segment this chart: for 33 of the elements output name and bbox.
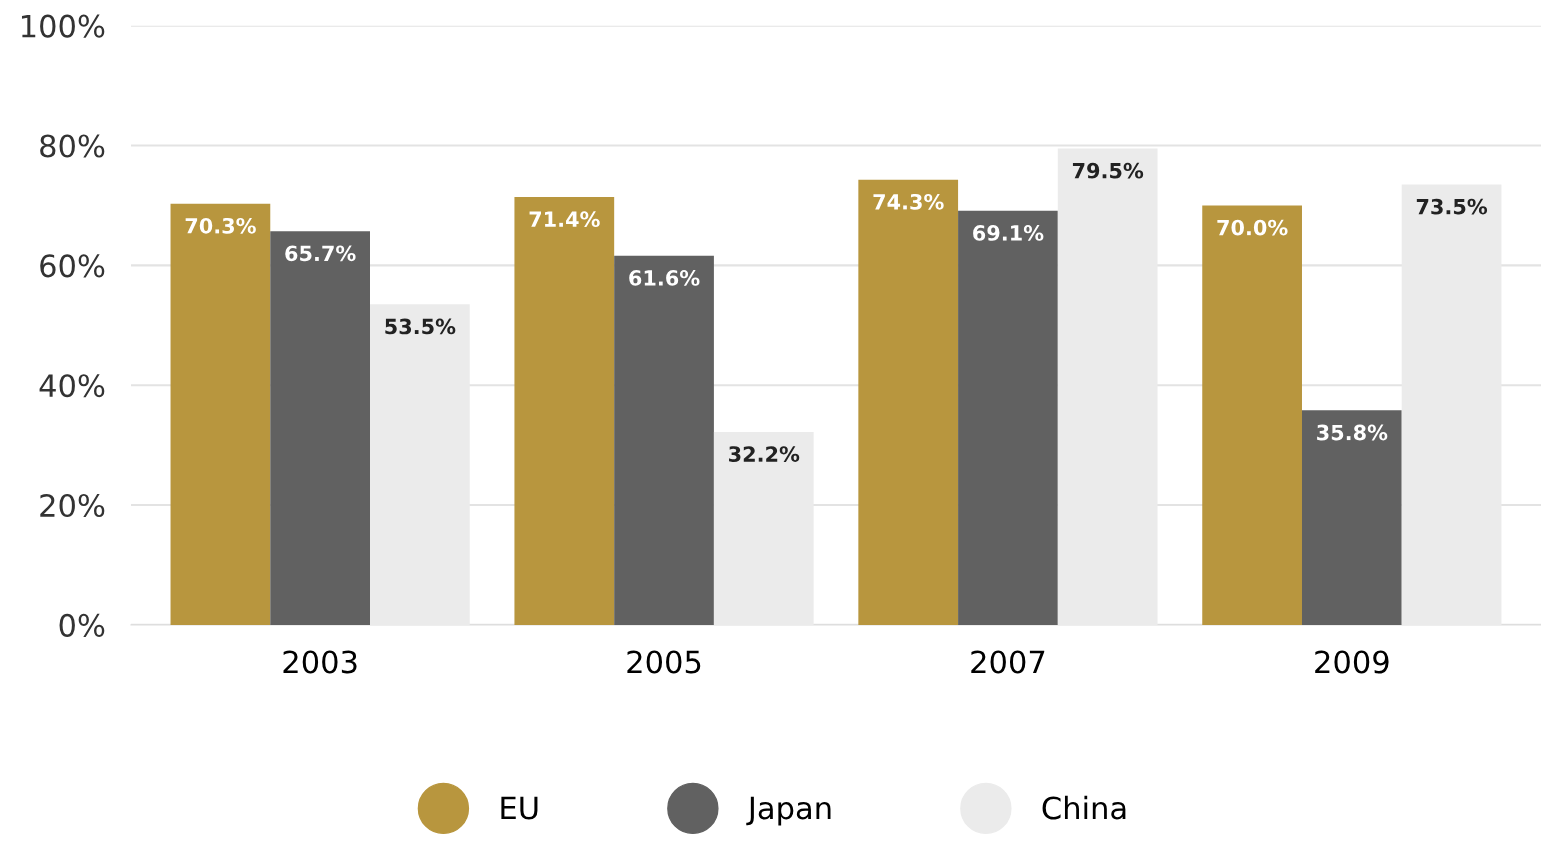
data-label: 71.4% xyxy=(529,211,600,228)
bar xyxy=(1301,410,1402,625)
legend-label: EU xyxy=(501,796,538,820)
bar xyxy=(858,179,959,625)
y-tick-label: 40% xyxy=(39,374,105,398)
bar xyxy=(614,255,714,625)
legend-label: China xyxy=(1042,795,1126,820)
data-label: 70.0% xyxy=(1217,219,1288,236)
data-label: 69.1% xyxy=(973,225,1044,241)
data-label: 74.3% xyxy=(873,193,944,210)
data-label: 53.5% xyxy=(385,318,456,335)
data-label: 35.8% xyxy=(1317,424,1388,441)
data-label: 32.2% xyxy=(729,446,800,462)
x-tick-label: 2005 xyxy=(627,650,701,674)
bar xyxy=(270,231,370,625)
legend-label: Japan xyxy=(746,796,831,826)
y-tick-label: 100% xyxy=(21,14,105,38)
y-tick-label: 0% xyxy=(59,613,105,637)
data-label: 61.6% xyxy=(629,270,700,286)
data-label: 73.5% xyxy=(1416,198,1488,215)
data-label: 79.5% xyxy=(1072,162,1144,179)
data-label: 65.7% xyxy=(285,245,356,262)
bar xyxy=(1202,205,1302,625)
bar xyxy=(170,203,271,625)
x-tick-label: 2007 xyxy=(971,650,1045,674)
bar xyxy=(958,210,1058,625)
x-tick-label: 2009 xyxy=(1315,650,1389,674)
data-label: 70.3% xyxy=(185,217,256,234)
y-tick-label: 20% xyxy=(40,493,105,518)
x-tick-label: 2003 xyxy=(283,650,357,674)
y-tick-label: 60% xyxy=(40,254,105,278)
bar xyxy=(514,197,615,625)
y-tick-label: 80% xyxy=(40,134,105,158)
